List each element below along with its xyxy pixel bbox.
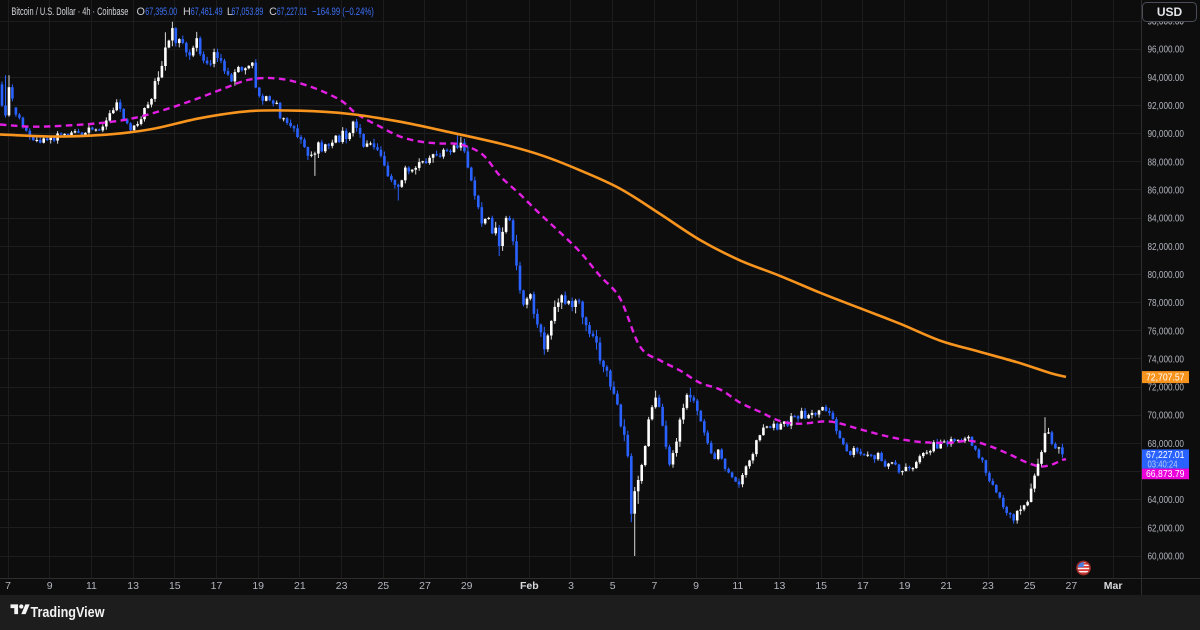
svg-text:29: 29 bbox=[461, 580, 473, 592]
svg-text:64,000.00: 64,000.00 bbox=[1148, 495, 1185, 506]
svg-text:84,000.00: 84,000.00 bbox=[1148, 214, 1185, 225]
svg-text:03:40:24: 03:40:24 bbox=[1148, 458, 1178, 470]
svg-text:67,227.01: 67,227.01 bbox=[277, 6, 307, 18]
svg-text:Mar: Mar bbox=[1104, 580, 1123, 592]
svg-text:11: 11 bbox=[86, 580, 97, 592]
svg-text:80,000.00: 80,000.00 bbox=[1148, 270, 1185, 281]
svg-text:60,000.00: 60,000.00 bbox=[1148, 552, 1185, 563]
svg-text:92,000.00: 92,000.00 bbox=[1148, 101, 1185, 112]
svg-text:7: 7 bbox=[651, 580, 657, 592]
svg-text:68,000.00: 68,000.00 bbox=[1148, 439, 1185, 450]
svg-text:3: 3 bbox=[568, 580, 574, 592]
svg-text:13: 13 bbox=[127, 580, 139, 592]
svg-text:15: 15 bbox=[815, 580, 827, 592]
svg-text:19: 19 bbox=[252, 580, 264, 592]
svg-text:23: 23 bbox=[982, 580, 994, 592]
svg-text:15: 15 bbox=[169, 580, 181, 592]
svg-text:90,000.00: 90,000.00 bbox=[1148, 129, 1185, 140]
svg-text:67,053.89: 67,053.89 bbox=[231, 6, 263, 18]
svg-text:74,000.00: 74,000.00 bbox=[1148, 354, 1185, 365]
svg-text:9: 9 bbox=[693, 580, 699, 592]
svg-text:Feb: Feb bbox=[520, 580, 539, 592]
svg-text:76,000.00: 76,000.00 bbox=[1148, 326, 1185, 337]
svg-text:96,000.00: 96,000.00 bbox=[1148, 45, 1185, 56]
svg-text:C: C bbox=[269, 6, 277, 18]
svg-text:5: 5 bbox=[610, 580, 616, 592]
svg-text:25: 25 bbox=[377, 580, 389, 592]
svg-text:21: 21 bbox=[940, 580, 952, 592]
svg-text:Bitcoin / U.S. Dollar · 4h · C: Bitcoin / U.S. Dollar · 4h · Coinbase bbox=[11, 6, 128, 18]
svg-text:−164.99 (−0.24%): −164.99 (−0.24%) bbox=[312, 6, 374, 18]
svg-text:17: 17 bbox=[857, 580, 869, 592]
svg-text:L: L bbox=[227, 6, 233, 18]
svg-text:25: 25 bbox=[1024, 580, 1036, 592]
svg-text:86,000.00: 86,000.00 bbox=[1148, 186, 1185, 197]
svg-text:67,461.49: 67,461.49 bbox=[191, 6, 223, 18]
svg-text:27: 27 bbox=[1066, 580, 1078, 592]
svg-text:78,000.00: 78,000.00 bbox=[1148, 298, 1185, 309]
svg-text:H: H bbox=[183, 6, 191, 18]
svg-text:13: 13 bbox=[774, 580, 786, 592]
svg-text:USD: USD bbox=[1157, 5, 1183, 19]
svg-text:9: 9 bbox=[47, 580, 53, 592]
svg-text:11: 11 bbox=[732, 580, 743, 592]
svg-text:88,000.00: 88,000.00 bbox=[1148, 157, 1185, 168]
svg-text:TradingView: TradingView bbox=[31, 604, 105, 621]
svg-text:23: 23 bbox=[336, 580, 348, 592]
svg-text:7: 7 bbox=[5, 580, 11, 592]
svg-text:72,000.00: 72,000.00 bbox=[1148, 383, 1185, 394]
svg-text:67,227.01: 67,227.01 bbox=[1146, 449, 1185, 461]
svg-text:82,000.00: 82,000.00 bbox=[1148, 242, 1185, 253]
svg-text:70,000.00: 70,000.00 bbox=[1148, 411, 1185, 422]
svg-text:19: 19 bbox=[899, 580, 911, 592]
svg-text:17: 17 bbox=[211, 580, 223, 592]
svg-text:66,873.79: 66,873.79 bbox=[1146, 468, 1185, 480]
svg-text:94,000.00: 94,000.00 bbox=[1148, 73, 1185, 84]
svg-text:67,395.00: 67,395.00 bbox=[145, 6, 177, 18]
svg-text:62,000.00: 62,000.00 bbox=[1148, 523, 1185, 534]
svg-text:O: O bbox=[137, 6, 145, 18]
svg-text:27: 27 bbox=[419, 580, 431, 592]
svg-text:21: 21 bbox=[294, 580, 306, 592]
svg-text:72,707.57: 72,707.57 bbox=[1146, 372, 1185, 384]
